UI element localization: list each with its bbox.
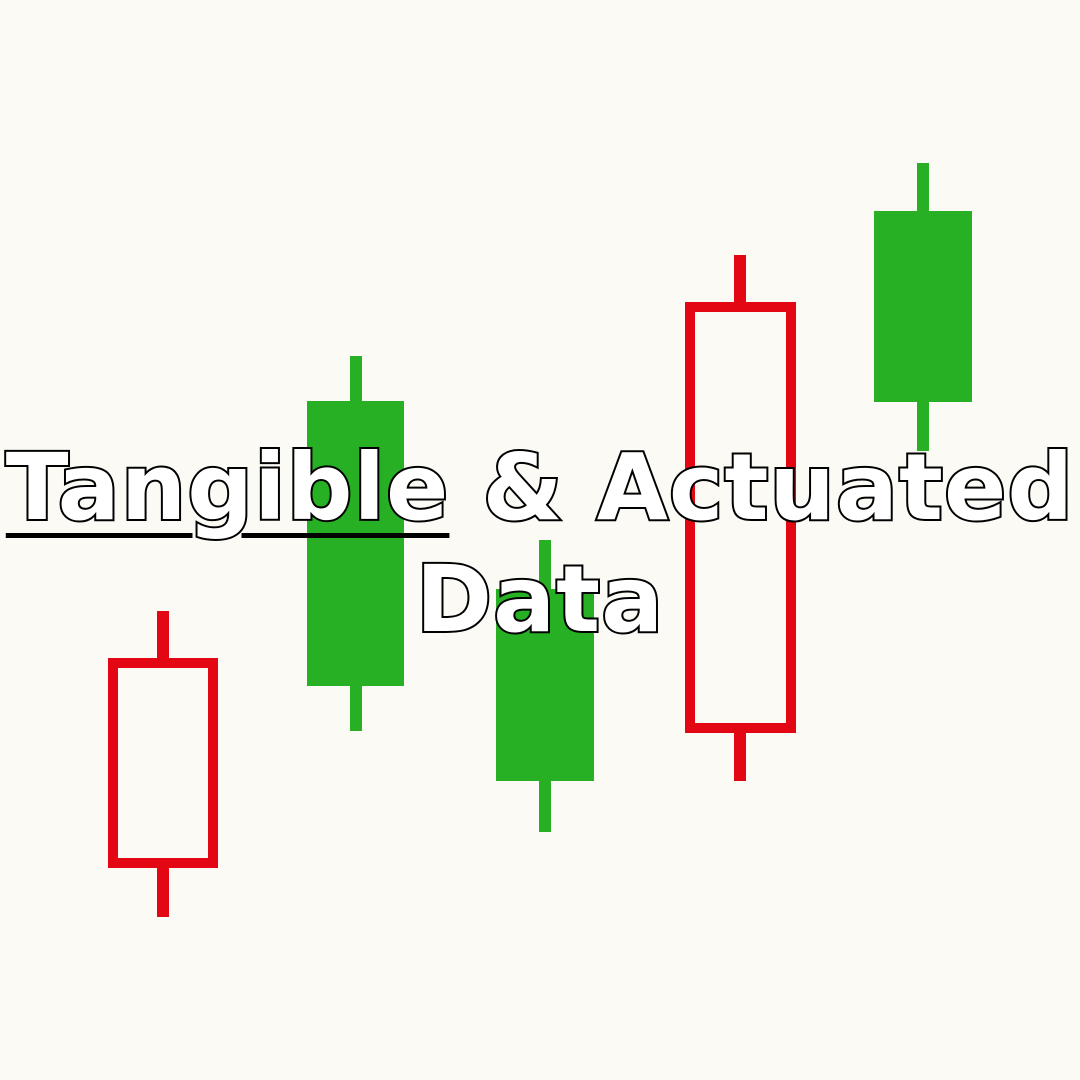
candlestick — [874, 163, 972, 451]
candle-body — [307, 401, 404, 686]
candle-wick-lower — [539, 780, 551, 832]
candle-wick-upper — [734, 255, 746, 307]
candle-wick-upper — [350, 356, 362, 402]
candlestick — [108, 611, 218, 917]
candlestick — [685, 255, 796, 781]
candle-body — [108, 658, 218, 868]
candlestick — [496, 540, 594, 832]
headline-underlined-word: Tangible — [4, 432, 451, 543]
candle-body — [874, 211, 972, 402]
candle-wick-lower — [734, 728, 746, 781]
candle-wick-upper — [539, 540, 551, 590]
candlestick — [307, 356, 404, 731]
candle-body — [496, 589, 594, 781]
headline-line-1-rest: & Actuated — [449, 432, 1075, 543]
candle-wick-lower — [350, 685, 362, 731]
candle-wick-lower — [917, 401, 929, 451]
candle-wick-lower — [157, 863, 169, 917]
candle-wick-upper — [157, 611, 169, 663]
candle-wick-upper — [917, 163, 929, 212]
headline-line-2: Data — [414, 544, 666, 655]
headline: Tangible & Actuated Data — [0, 432, 1080, 656]
headline-line-1: Tangible & Actuated — [0, 432, 1080, 544]
